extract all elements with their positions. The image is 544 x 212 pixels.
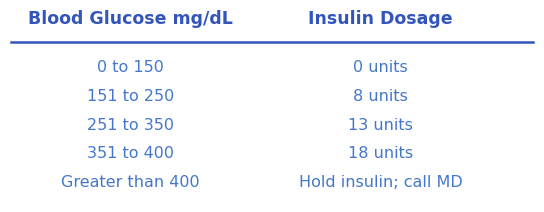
Text: Insulin Dosage: Insulin Dosage [308,10,453,28]
Text: 0 to 150: 0 to 150 [97,60,164,75]
Text: Hold insulin; call MD: Hold insulin; call MD [299,175,463,190]
Text: 13 units: 13 units [348,118,413,132]
Text: 151 to 250: 151 to 250 [87,89,174,104]
Text: Greater than 400: Greater than 400 [61,175,200,190]
Text: 8 units: 8 units [354,89,408,104]
Text: 251 to 350: 251 to 350 [87,118,174,132]
Text: 18 units: 18 units [348,146,413,161]
Text: 0 units: 0 units [354,60,408,75]
Text: Blood Glucose mg/dL: Blood Glucose mg/dL [28,10,233,28]
Text: 351 to 400: 351 to 400 [87,146,174,161]
